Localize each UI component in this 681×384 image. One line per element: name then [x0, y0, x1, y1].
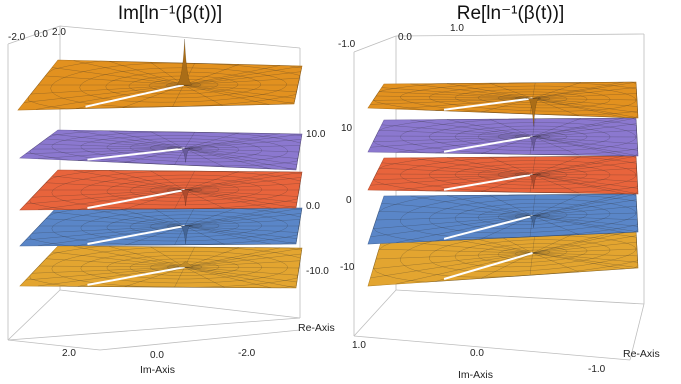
- right-surface-stack: [367, 81, 639, 287]
- left-surface-layer-2: [19, 129, 303, 171]
- left-plot-title: Im[ln⁻¹(β(t))]: [117, 3, 223, 24]
- left-plot-panel: Im[ln⁻¹(β(t))] -2.0 0.0 2.0 10.0 0.0 -10…: [0, 0, 340, 384]
- right-plot-canvas: -1.0 0.0 1.0 10 0 -10 1.0 0.0 -1.0 Im-Ax…: [338, 23, 660, 381]
- right-side-tick-3: -10: [340, 262, 355, 273]
- right-surface-layer-2: [367, 117, 639, 157]
- right-x-axis-label: Im-Axis: [458, 369, 493, 381]
- right-surface-layer-1: [367, 81, 639, 127]
- right-surface-layer-3: [367, 155, 639, 195]
- right-y-axis-label: Re-Axis: [623, 348, 660, 360]
- left-top-tick-3: 2.0: [52, 27, 66, 38]
- left-top-tick-1: -2.0: [8, 32, 26, 43]
- left-surface-layer-4: [19, 205, 303, 247]
- left-surface-layer-1: [17, 38, 303, 111]
- left-surface-stack: [17, 38, 303, 289]
- right-bottom-tick-3: -1.0: [588, 364, 606, 375]
- right-top-tick-2: 0.0: [398, 32, 412, 43]
- right-bottom-tick-1: 1.0: [352, 340, 366, 351]
- right-plot-panel: Re[ln⁻¹(β(t))] -1.0 0.0 1.0 10 0 -10 1.0…: [338, 0, 681, 384]
- left-surface-layer-5: [19, 245, 303, 289]
- right-surface-layer-4: [367, 193, 639, 245]
- right-top-tick-3: 1.0: [450, 23, 464, 34]
- left-surface-layer-3: [19, 169, 303, 211]
- left-top-tick-2: 0.0: [34, 29, 48, 40]
- left-plot-canvas: -2.0 0.0 2.0 10.0 0.0 -10.0 2.0 0.0 -2.0…: [7, 25, 335, 376]
- right-side-tick-1: 10: [341, 123, 353, 134]
- right-plot-title: Re[ln⁻¹(β(t))]: [456, 3, 565, 24]
- left-y-axis-label: Re-Axis: [298, 322, 335, 334]
- left-bottom-tick-3: -2.0: [238, 348, 256, 359]
- left-side-tick-1: 10.0: [306, 129, 326, 140]
- right-side-tick-2: 0: [346, 195, 352, 206]
- left-x-axis-label: Im-Axis: [140, 364, 175, 376]
- left-bottom-tick-2: 0.0: [150, 350, 164, 361]
- left-bottom-tick-1: 2.0: [62, 348, 76, 359]
- right-bottom-tick-2: 0.0: [470, 348, 484, 359]
- left-side-tick-3: -10.0: [306, 266, 329, 277]
- right-top-tick-1: -1.0: [338, 39, 356, 50]
- left-side-tick-2: 0.0: [306, 201, 320, 212]
